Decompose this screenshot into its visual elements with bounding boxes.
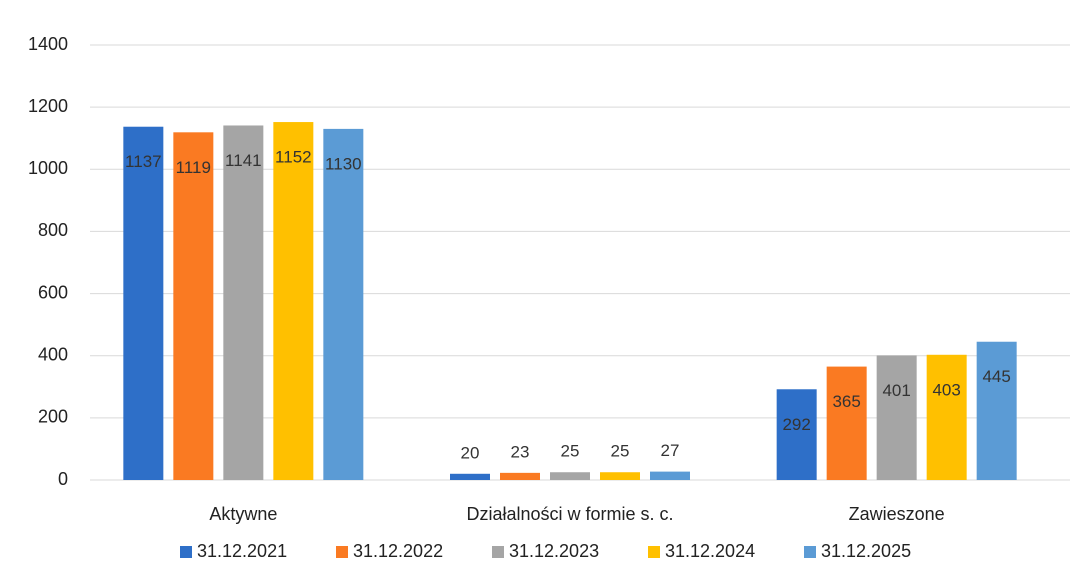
data-label: 401: [882, 381, 910, 400]
data-label: 1141: [225, 151, 262, 170]
bar: [976, 341, 1017, 480]
bar: [500, 472, 540, 480]
bar: [450, 473, 490, 480]
data-label: 365: [832, 392, 860, 411]
bar: [550, 472, 590, 480]
y-tick-label: 400: [38, 344, 68, 364]
bar: [776, 389, 817, 480]
bar: [876, 355, 917, 480]
data-label: 25: [561, 442, 580, 461]
data-label: 25: [611, 442, 630, 461]
bar: [600, 472, 640, 480]
x-tick-label: Aktywne: [209, 504, 277, 524]
x-tick-label: Działalności w formie s. c.: [466, 504, 673, 524]
legend-label: 31.12.2024: [665, 541, 755, 561]
legend-swatch: [492, 546, 504, 558]
data-label: 23: [511, 442, 530, 461]
x-tick-label: Zawieszone: [849, 504, 945, 524]
legend-label: 31.12.2022: [353, 541, 443, 561]
bar: [826, 366, 867, 480]
bar: [650, 471, 690, 480]
data-label: 292: [782, 415, 810, 434]
bar: [273, 122, 314, 481]
data-label: 1152: [275, 148, 312, 167]
data-label: 1137: [125, 152, 162, 171]
legend-label: 31.12.2023: [509, 541, 599, 561]
legend-swatch: [180, 546, 192, 558]
bar: [123, 126, 164, 480]
bar: [173, 132, 214, 480]
bar: [223, 125, 264, 480]
legend-swatch: [804, 546, 816, 558]
y-tick-label: 200: [38, 407, 68, 427]
data-label: 27: [661, 441, 680, 460]
y-tick-label: 600: [38, 282, 68, 302]
legend-swatch: [648, 546, 660, 558]
data-label: 1130: [325, 154, 362, 173]
y-tick-label: 1400: [28, 34, 68, 54]
bar: [323, 128, 364, 480]
y-tick-label: 1200: [28, 96, 68, 116]
legend-label: 31.12.2025: [821, 541, 911, 561]
y-tick-label: 0: [58, 469, 68, 489]
legend-swatch: [336, 546, 348, 558]
y-tick-label: 1000: [28, 158, 68, 178]
y-tick-label: 800: [38, 220, 68, 240]
data-label: 1119: [176, 158, 211, 177]
legend-label: 31.12.2021: [197, 541, 287, 561]
data-label: 403: [932, 380, 960, 399]
data-label: 20: [461, 443, 480, 462]
data-label: 445: [982, 367, 1010, 386]
bar: [926, 354, 967, 480]
